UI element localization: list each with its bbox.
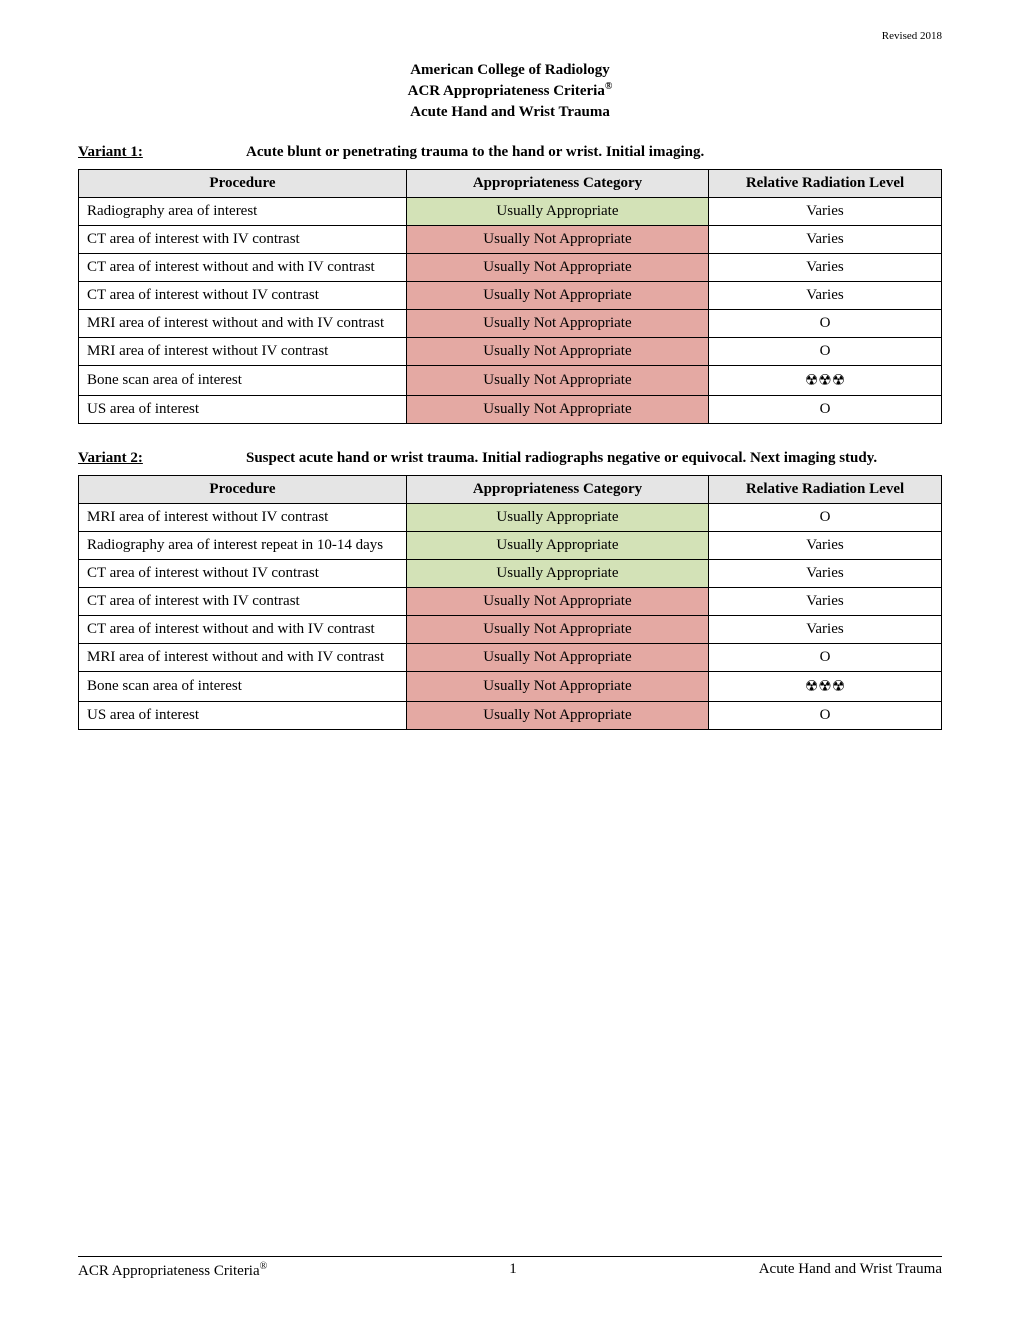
cell-procedure: CT area of interest without IV contrast [79, 559, 407, 587]
table-row: CT area of interest with IV contrastUsua… [79, 587, 942, 615]
table-header-row: ProcedureAppropriateness CategoryRelativ… [79, 475, 942, 503]
cell-radiation: ☢☢☢ [708, 671, 941, 701]
cell-procedure: Bone scan area of interest [79, 671, 407, 701]
cell-category: Usually Appropriate [406, 197, 708, 225]
table-header-row: ProcedureAppropriateness CategoryRelativ… [79, 169, 942, 197]
cell-radiation: O [708, 643, 941, 671]
cell-procedure: US area of interest [79, 701, 407, 729]
header-line-3: Acute Hand and Wrist Trauma [78, 102, 942, 122]
table-row: Radiography area of interest repeat in 1… [79, 531, 942, 559]
cell-procedure: MRI area of interest without and with IV… [79, 309, 407, 337]
column-header-procedure: Procedure [79, 475, 407, 503]
column-header-procedure: Procedure [79, 169, 407, 197]
variant-heading: Variant 2:Suspect acute hand or wrist tr… [78, 450, 942, 467]
cell-radiation: Varies [708, 559, 941, 587]
cell-radiation: Varies [708, 225, 941, 253]
cell-category: Usually Not Appropriate [406, 225, 708, 253]
cell-category: Usually Not Appropriate [406, 253, 708, 281]
cell-category: Usually Not Appropriate [406, 701, 708, 729]
table-row: US area of interestUsually Not Appropria… [79, 395, 942, 423]
variant-description: Acute blunt or penetrating trauma to the… [246, 144, 942, 161]
cell-category: Usually Not Appropriate [406, 395, 708, 423]
cell-category: Usually Not Appropriate [406, 337, 708, 365]
table-row: US area of interestUsually Not Appropria… [79, 701, 942, 729]
footer-left-sup: ® [260, 1261, 268, 1272]
cell-category: Usually Not Appropriate [406, 671, 708, 701]
variant-label: Variant 1: [78, 144, 246, 161]
cell-radiation: Varies [708, 281, 941, 309]
cell-category: Usually Appropriate [406, 559, 708, 587]
table-row: Radiography area of interestUsually Appr… [79, 197, 942, 225]
cell-procedure: MRI area of interest without IV contrast [79, 337, 407, 365]
table-row: MRI area of interest without IV contrast… [79, 337, 942, 365]
cell-procedure: Radiography area of interest repeat in 1… [79, 531, 407, 559]
footer-page-number: 1 [509, 1261, 517, 1280]
cell-radiation: O [708, 309, 941, 337]
cell-procedure: CT area of interest without and with IV … [79, 615, 407, 643]
cell-category: Usually Appropriate [406, 503, 708, 531]
header-line-2-text: ACR Appropriateness Criteria [408, 83, 605, 99]
variant-label: Variant 2: [78, 450, 246, 467]
column-header-radiation: Relative Radiation Level [708, 475, 941, 503]
criteria-table: ProcedureAppropriateness CategoryRelativ… [78, 169, 942, 424]
cell-category: Usually Not Appropriate [406, 615, 708, 643]
cell-procedure: CT area of interest with IV contrast [79, 225, 407, 253]
table-row: CT area of interest with IV contrastUsua… [79, 225, 942, 253]
table-row: CT area of interest without IV contrastU… [79, 281, 942, 309]
table-row: Bone scan area of interestUsually Not Ap… [79, 671, 942, 701]
table-row: MRI area of interest without IV contrast… [79, 503, 942, 531]
variant-description: Suspect acute hand or wrist trauma. Init… [246, 450, 942, 467]
document-header: American College of Radiology ACR Approp… [78, 60, 942, 122]
criteria-table: ProcedureAppropriateness CategoryRelativ… [78, 475, 942, 730]
cell-radiation: Varies [708, 253, 941, 281]
cell-category: Usually Appropriate [406, 531, 708, 559]
footer-left: ACR Appropriateness Criteria® [78, 1261, 267, 1280]
footer-left-text: ACR Appropriateness Criteria [78, 1263, 260, 1279]
revised-label: Revised 2018 [78, 30, 942, 42]
cell-category: Usually Not Appropriate [406, 281, 708, 309]
column-header-category: Appropriateness Category [406, 475, 708, 503]
cell-category: Usually Not Appropriate [406, 309, 708, 337]
table-row: CT area of interest without and with IV … [79, 253, 942, 281]
cell-radiation: O [708, 337, 941, 365]
cell-radiation: O [708, 395, 941, 423]
table-row: MRI area of interest without and with IV… [79, 643, 942, 671]
cell-procedure: Bone scan area of interest [79, 365, 407, 395]
cell-procedure: CT area of interest with IV contrast [79, 587, 407, 615]
cell-procedure: MRI area of interest without and with IV… [79, 643, 407, 671]
cell-procedure: US area of interest [79, 395, 407, 423]
table-row: CT area of interest without IV contrastU… [79, 559, 942, 587]
column-header-radiation: Relative Radiation Level [708, 169, 941, 197]
cell-radiation: Varies [708, 197, 941, 225]
cell-procedure: CT area of interest without IV contrast [79, 281, 407, 309]
cell-procedure: CT area of interest without and with IV … [79, 253, 407, 281]
column-header-category: Appropriateness Category [406, 169, 708, 197]
header-line-2: ACR Appropriateness Criteria® [78, 80, 942, 101]
cell-procedure: MRI area of interest without IV contrast [79, 503, 407, 531]
variant-heading: Variant 1:Acute blunt or penetrating tra… [78, 144, 942, 161]
cell-radiation: O [708, 701, 941, 729]
footer-right: Acute Hand and Wrist Trauma [759, 1261, 942, 1280]
cell-procedure: Radiography area of interest [79, 197, 407, 225]
cell-radiation: Varies [708, 531, 941, 559]
cell-radiation: Varies [708, 587, 941, 615]
cell-radiation: Varies [708, 615, 941, 643]
cell-category: Usually Not Appropriate [406, 643, 708, 671]
table-row: CT area of interest without and with IV … [79, 615, 942, 643]
table-row: Bone scan area of interestUsually Not Ap… [79, 365, 942, 395]
header-line-1: American College of Radiology [78, 60, 942, 80]
page-footer: ACR Appropriateness Criteria® 1 Acute Ha… [78, 1256, 942, 1280]
table-row: MRI area of interest without and with IV… [79, 309, 942, 337]
cell-radiation: ☢☢☢ [708, 365, 941, 395]
cell-category: Usually Not Appropriate [406, 587, 708, 615]
header-line-2-sup: ® [605, 81, 612, 92]
cell-radiation: O [708, 503, 941, 531]
cell-category: Usually Not Appropriate [406, 365, 708, 395]
